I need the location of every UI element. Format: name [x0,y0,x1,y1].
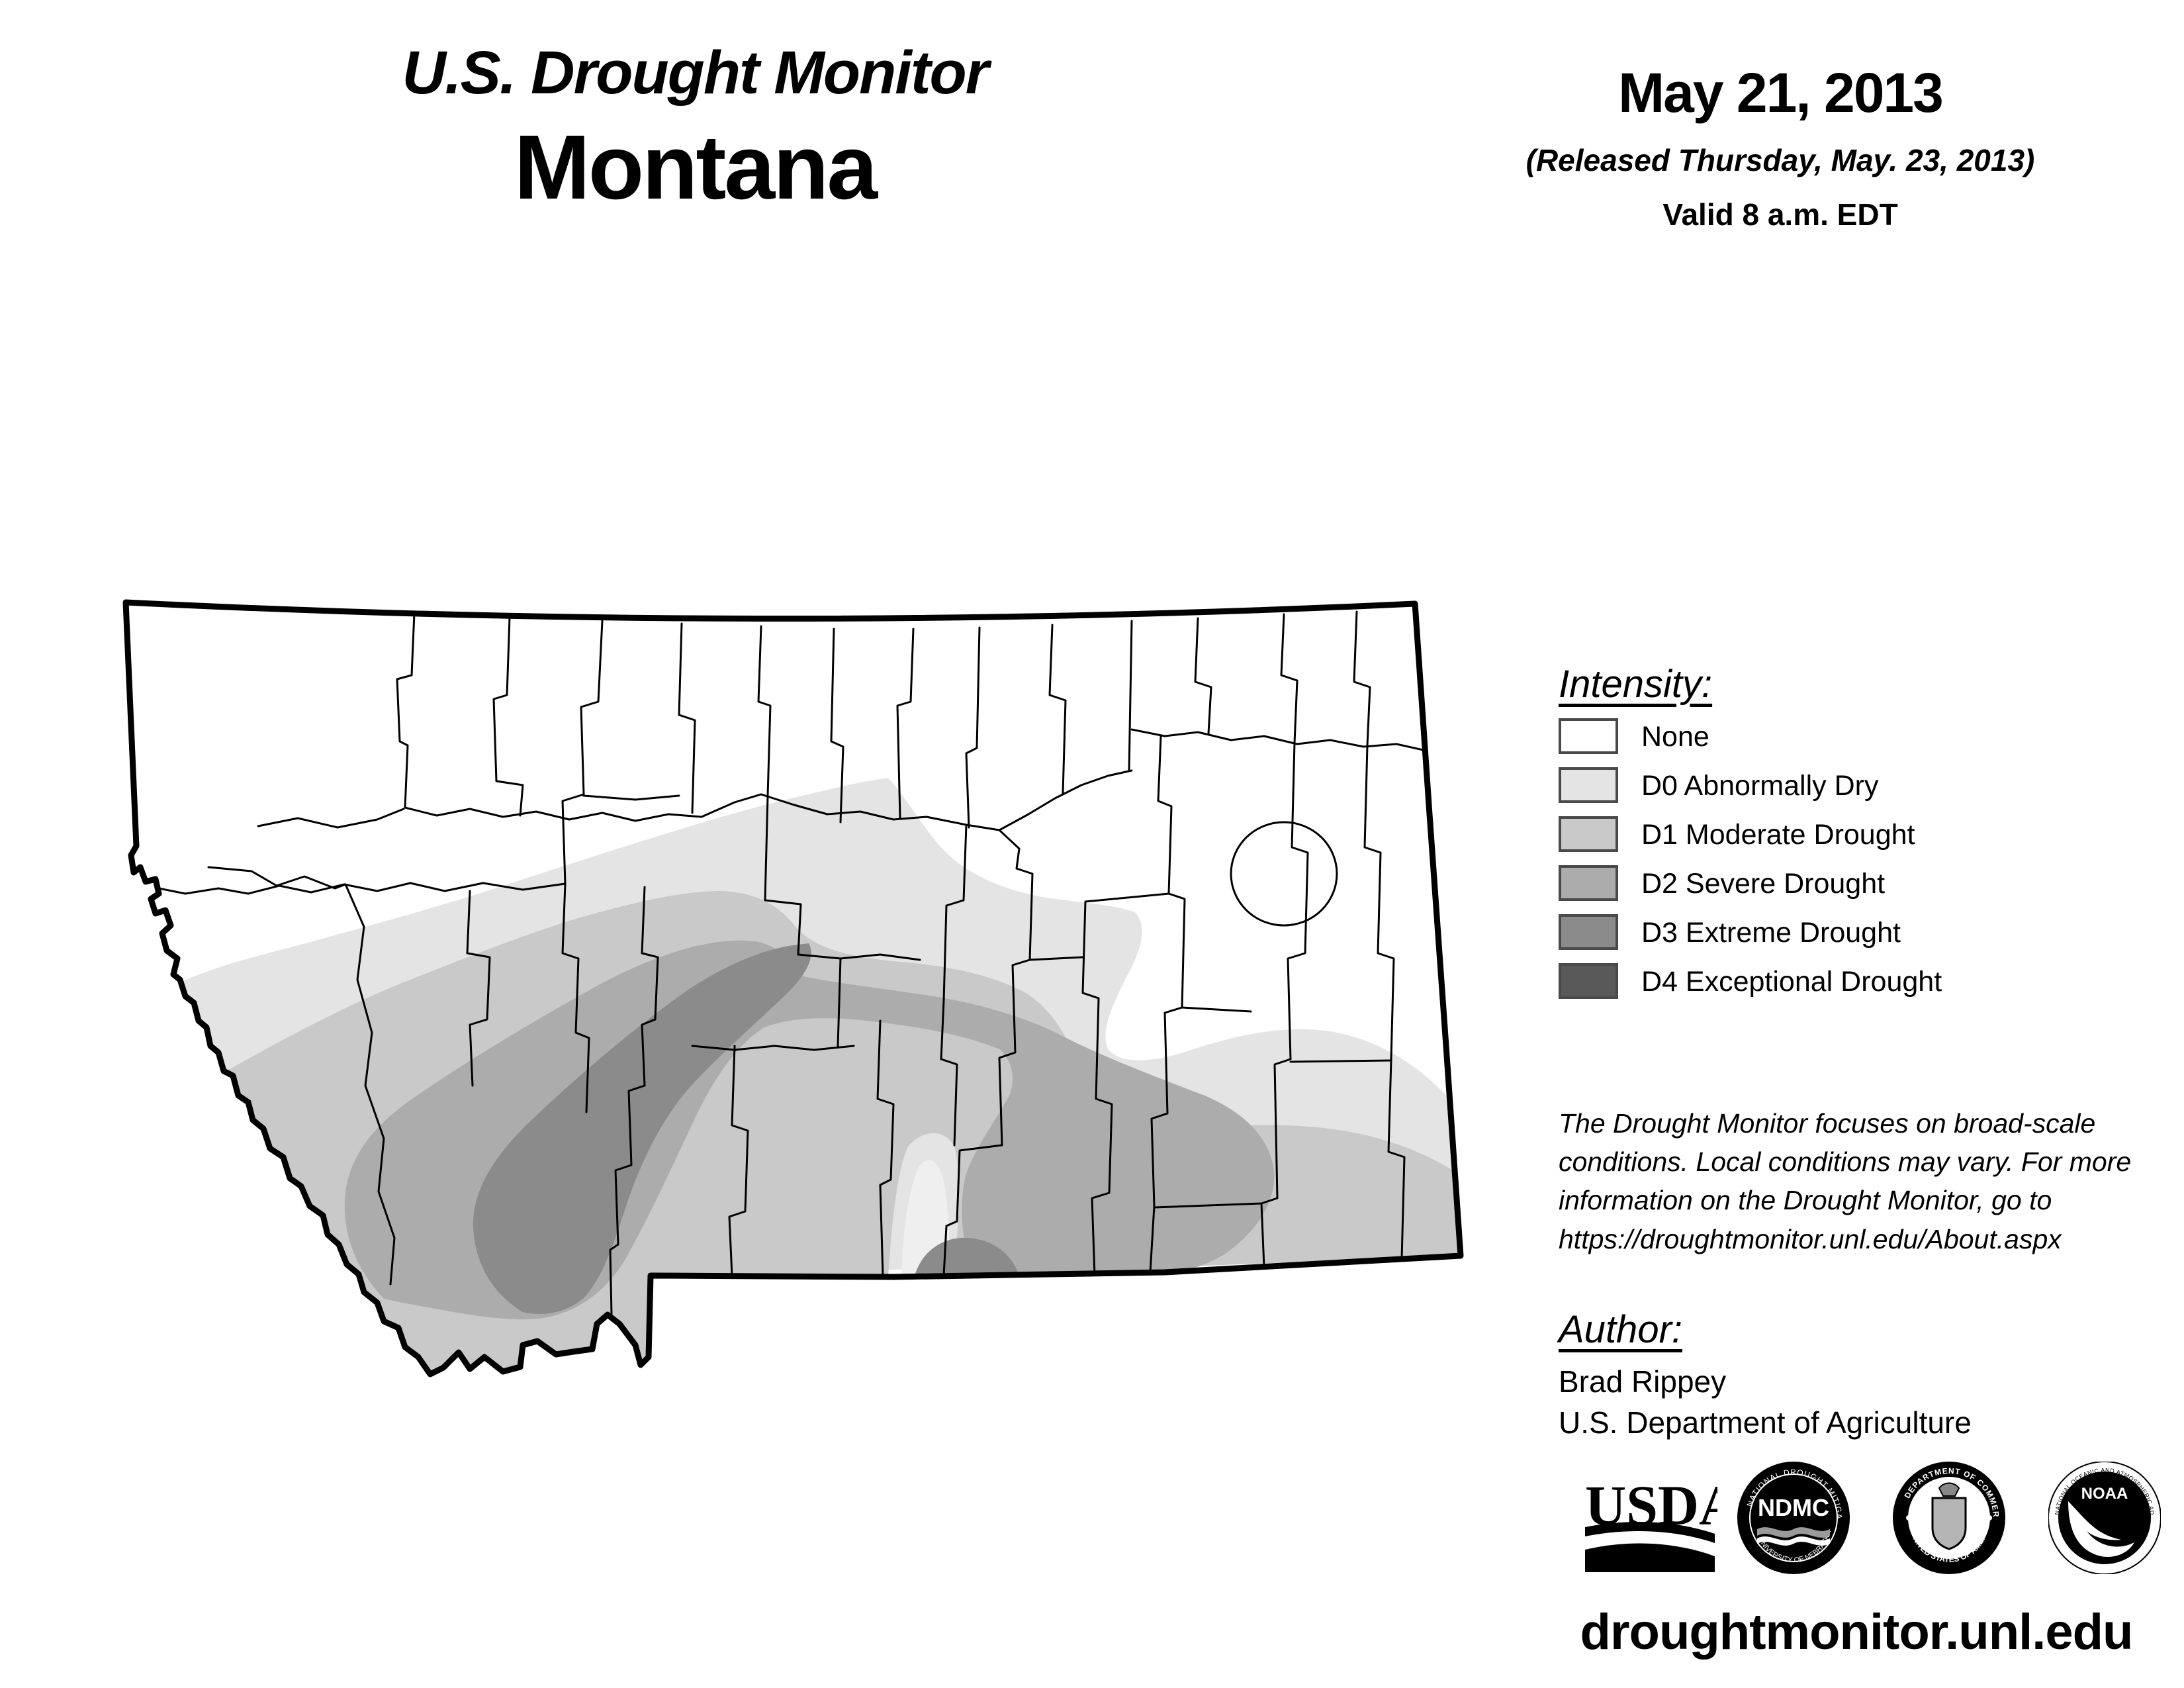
legend-label-d2: D2 Severe Drought [1641,868,1886,900]
legend-label-d4: D4 Exceptional Drought [1641,966,1942,998]
region-title: Montana [514,116,878,218]
legend-swatch-d2 [1559,865,1618,901]
legend-heading: Intensity: [1559,663,1713,706]
noaa-logo-text: NOAA [2081,1485,2128,1503]
ndmc-logo-text: NDMC [1758,1494,1829,1521]
legend-swatch-none [1559,718,1618,754]
drought-layers [158,610,1461,1374]
ndmc-wave [1757,1527,1830,1538]
legend-swatch-d3 [1559,914,1618,950]
noaa-bird [2068,1501,2134,1557]
montana-drought-map [99,583,1502,1417]
title-block: U.S. Drought Monitor Montana [285,41,1105,215]
date-block: May 21, 2013 (Released Thursday, May. 23… [1410,61,2151,232]
valid-time: Valid 8 a.m. EDT [1662,197,1898,232]
usda-swoosh-top [1585,1521,1715,1543]
author-heading: Author: [1559,1308,1682,1351]
state-outline [122,599,1464,1378]
author-org: U.S. Department of Agriculture [1559,1405,1972,1440]
disclaimer-note: The Drought Monitor focuses on broad-sca… [1559,1108,2132,1254]
legend-label-d1: D1 Moderate Drought [1641,819,1915,851]
doc-logo: DEPARTMENT OF COMMERCE UNITED STATES OF … [1889,1454,2005,1574]
usda-swoosh-bottom [1585,1543,1715,1572]
doc-shield [1931,1497,1967,1550]
legend-swatch-d4 [1559,963,1618,999]
ndmc-wave-2 [1757,1536,1830,1546]
drought-area-d3-south [915,1237,1019,1276]
legend-swatch-d1 [1559,816,1618,852]
author-name: Brad Rippey [1559,1364,1727,1399]
map-date: May 21, 2013 [1618,62,1944,124]
drought-map-svg [122,599,1464,1378]
doc-eagle [1938,1482,1960,1497]
ndmc-logo: NATIONAL DROUGHT MITIGATION CENTER UNIVE… [1734,1454,1850,1574]
page-title: U.S. Drought Monitor [402,39,989,107]
county-boundaries [158,610,1428,1315]
release-date: (Released Thursday, May. 23, 2013) [1525,143,2035,177]
legend-label-d3: D3 Extreme Drought [1641,917,1901,949]
noaa-logo: NATIONAL OCEANIC AND ATMOSPHERIC ADMINIS… [2046,1456,2161,1575]
drought-area-d3 [473,943,811,1314]
footer-url: droughtmonitor.unl.edu [1580,1604,2134,1660]
legend-label-d0: D0 Abnormally Dry [1641,770,1879,802]
usda-logo: USDA [1585,1473,1740,1579]
legend-swatch-d0 [1559,767,1618,803]
legend-label-none: None [1641,721,1709,753]
